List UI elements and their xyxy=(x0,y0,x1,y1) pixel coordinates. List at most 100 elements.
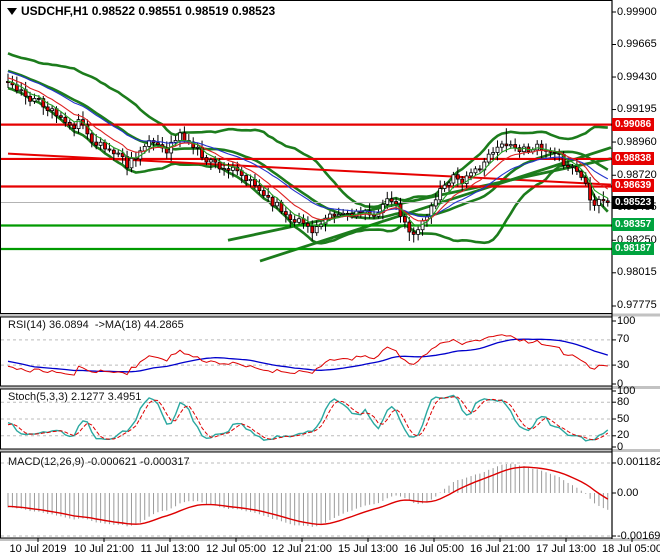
time-axis-label: 10 Jul 2019 xyxy=(9,543,67,555)
candle-body xyxy=(473,168,478,174)
candle-body xyxy=(588,182,593,201)
rsi-tick-label: 0 xyxy=(617,377,624,390)
candle-body xyxy=(500,143,504,148)
time-axis-label: 16 Jul 05:00 xyxy=(404,543,464,555)
candle-body xyxy=(314,226,319,234)
candle-body xyxy=(261,190,266,196)
candle-body xyxy=(283,211,288,216)
candle-body xyxy=(125,156,129,169)
candle-body xyxy=(248,178,253,182)
time-axis-label: 15 Jul 13:00 xyxy=(338,543,398,555)
candle-body xyxy=(208,159,213,163)
bollinger-middle xyxy=(7,69,609,220)
rsi-tick-label: 30 xyxy=(617,358,630,371)
candle-body xyxy=(389,198,394,202)
candle-body xyxy=(495,146,500,153)
candle-body xyxy=(310,225,315,234)
chart-title: USDCHF,H1 0.98522 0.98551 0.98519 0.9852… xyxy=(21,4,275,18)
bollinger-lower xyxy=(7,87,609,245)
ema-mid-line xyxy=(7,77,609,222)
candle-body xyxy=(394,201,398,205)
macd-indicator-label: MACD(12,26,9) -0.000621 -0.000317 xyxy=(8,456,190,468)
main-overlays xyxy=(7,52,609,245)
resistance-price-badge: 0.99086 xyxy=(612,117,655,131)
stoch-indicator-label: Stoch(5,3,3) 2.1277 3.4951 xyxy=(8,391,142,403)
candle-body xyxy=(178,132,182,141)
price-tick-label: 0.99195 xyxy=(617,103,657,116)
candle-body xyxy=(552,151,557,154)
price-tick-label: 0.98960 xyxy=(617,135,657,148)
stoch-tick-label: 100 xyxy=(617,384,636,397)
candle-body xyxy=(36,98,41,100)
candle-body xyxy=(275,201,279,207)
candle-body xyxy=(19,89,24,92)
candle-body xyxy=(32,98,37,102)
price-tick-label: 0.98720 xyxy=(617,168,657,181)
candle-body xyxy=(455,174,460,180)
candle-body xyxy=(76,119,81,130)
candle-body xyxy=(341,212,346,215)
candle-body xyxy=(328,213,332,219)
symbol-timeframe: USDCHF,H1 xyxy=(21,4,89,18)
candle-body xyxy=(111,149,116,155)
candle-body xyxy=(566,165,570,168)
candle-body xyxy=(535,143,540,151)
price-tick-label: 0.97775 xyxy=(617,299,657,312)
candle-body xyxy=(601,199,606,202)
time-axis-label: 10 Jul 21:00 xyxy=(74,543,134,555)
price-tick-label: 0.98015 xyxy=(617,266,657,279)
candle-body xyxy=(72,124,77,130)
macd-tick-label: -0.001693 xyxy=(617,529,660,542)
candle-body xyxy=(513,144,518,149)
candle-body xyxy=(402,216,407,223)
stoch-d-line xyxy=(7,396,609,441)
candle-body xyxy=(41,98,46,108)
current-price-badge: 0.98523 xyxy=(612,195,655,209)
ema-fast-line xyxy=(7,80,609,227)
candle-body xyxy=(129,157,134,169)
candle-body xyxy=(447,182,451,186)
candle-body xyxy=(416,229,421,235)
stoch-tick-label: 80 xyxy=(617,395,630,408)
price-tick-label: 0.99430 xyxy=(617,70,657,83)
candle-body xyxy=(407,221,412,233)
candle-body xyxy=(63,116,68,123)
candles xyxy=(6,73,610,243)
resistance-price-badge: 0.98838 xyxy=(612,151,655,165)
candle-body xyxy=(59,115,63,118)
candle-body xyxy=(522,146,526,153)
price-tick-label: 0.99900 xyxy=(617,5,657,18)
candle-body xyxy=(297,218,301,223)
candle-body xyxy=(270,196,275,207)
candle-body xyxy=(592,199,597,206)
panel-separator xyxy=(0,313,660,317)
candle-body xyxy=(213,159,218,163)
candle-body xyxy=(257,185,262,191)
candle-body xyxy=(50,108,54,111)
ohlc-values: 0.98522 0.98551 0.98519 0.98523 xyxy=(91,4,276,18)
candle-body xyxy=(597,199,601,206)
candle-body xyxy=(345,212,350,215)
macd-panel[interactable] xyxy=(0,452,612,538)
candle-body xyxy=(508,144,513,147)
panel-separator xyxy=(0,538,660,541)
candle-body xyxy=(226,168,231,171)
ema-slow-line xyxy=(7,71,609,218)
candle-body xyxy=(385,198,390,205)
candle-body xyxy=(491,152,496,155)
price-tick-label: 0.99665 xyxy=(617,38,657,50)
candle-body xyxy=(244,175,249,182)
support-price-badge: 0.98187 xyxy=(612,241,655,255)
candle-body xyxy=(107,148,112,151)
stoch-tick-label: 20 xyxy=(617,429,630,442)
macd-tick-label: 0.001182 xyxy=(617,456,660,469)
rsi-panel[interactable] xyxy=(0,317,612,386)
candle-body xyxy=(570,166,575,168)
time-axis-label: 11 Jul 13:00 xyxy=(140,543,200,555)
candle-body xyxy=(504,143,509,147)
candle-body xyxy=(605,200,610,203)
candle-body xyxy=(332,213,337,217)
candle-body xyxy=(305,222,310,227)
candle-body xyxy=(292,219,297,223)
